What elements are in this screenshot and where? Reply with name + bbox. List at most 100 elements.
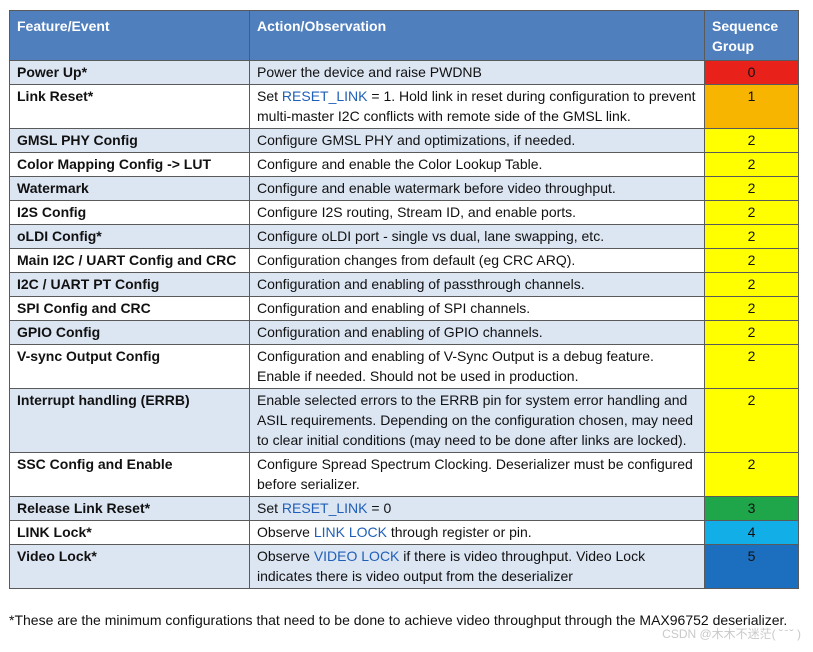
table-row: Color Mapping Config -> LUT Configure and… [9,152,799,177]
action-text: Configure and enable watermark before vi… [257,180,616,196]
action-cell: Observe LINK LOCK through register or pi… [249,520,705,545]
action-cell: Configuration and enabling of GPIO chann… [249,320,705,345]
feature-cell: Link Reset* [9,84,250,129]
sequence-group-cell: 2 [704,152,799,177]
action-cell: Configure oLDI port - single vs dual, la… [249,224,705,249]
feature-cell: oLDI Config* [9,224,250,249]
table-row: oLDI Config* Configure oLDI port - single… [9,224,799,249]
feature-cell: I2S Config [9,200,250,225]
table-row: Power Up* Power the device and raise PWDN… [9,60,799,85]
action-text: Configure and enable the Color Lookup Ta… [257,156,543,172]
action-cell: Configure Spread Spectrum Clocking. Dese… [249,452,705,497]
header-action: Action/Observation [249,10,705,61]
action-text: Configure GMSL PHY and optimizations, if… [257,132,576,148]
table-row: Watermark Configure and enable watermark … [9,176,799,201]
feature-cell: LINK Lock* [9,520,250,545]
register-name: RESET_LINK [281,500,368,516]
action-text: Configuration and enabling of V-Sync Out… [257,348,654,384]
action-cell: Configure and enable the Color Lookup Ta… [249,152,705,177]
action-cell: Configuration changes from default (eg C… [249,248,705,273]
feature-cell: SPI Config and CRC [9,296,250,321]
sequence-group-cell: 2 [704,176,799,201]
action-cell: Observe VIDEO LOCK if there is video thr… [249,544,705,589]
action-text: Configuration and enabling of GPIO chann… [257,324,543,340]
table-row: GPIO Config Configuration and enabling of… [9,320,799,345]
sequence-group-cell: 2 [704,452,799,497]
header-row: Feature/Event Action/Observation Sequenc… [9,10,799,61]
table-row: SSC Config and Enable Configure Spread Sp… [9,452,799,497]
action-cell: Set RESET_LINK = 1. Hold link in reset d… [249,84,705,129]
sequence-group-cell: 2 [704,320,799,345]
register-name: VIDEO LOCK [313,548,400,564]
footnote: *These are the minimum configurations th… [9,612,788,628]
sequence-group-cell: 2 [704,128,799,153]
action-text: Power the device and raise PWDNB [257,64,482,80]
sequence-group-cell: 1 [704,84,799,129]
table-row: LINK Lock* Observe LINK LOCK through regi… [9,520,799,545]
feature-cell: V-sync Output Config [9,344,250,389]
register-name: RESET_LINK [281,88,368,104]
feature-cell: Watermark [9,176,250,201]
table-row: Interrupt handling (ERRB) Enable selected… [9,388,799,453]
sequence-table: Feature/Event Action/Observation Sequenc… [9,10,799,589]
register-name: LINK LOCK [313,524,387,540]
action-cell: Power the device and raise PWDNB [249,60,705,85]
action-text: Configuration and enabling of SPI channe… [257,300,531,316]
table-row: SPI Config and CRC Configuration and enab… [9,296,799,321]
action-text: Set [257,500,282,516]
feature-cell: Video Lock* [9,544,250,589]
action-text-continued: if there is video throughput. Video Lock… [257,548,646,584]
action-cell: Configuration and enabling of passthroug… [249,272,705,297]
action-cell: Set RESET_LINK = 0 [249,496,705,521]
action-text: Set [257,88,282,104]
watermark: CSDN @木木不迷茫( ˘ ̄ ˘ ) [662,627,801,641]
feature-cell: Release Link Reset* [9,496,250,521]
sequence-group-cell: 2 [704,344,799,389]
sequence-group-cell: 2 [704,248,799,273]
action-text: Configure Spread Spectrum Clocking. Dese… [257,456,693,492]
sequence-group-cell: 2 [704,388,799,453]
table-row: V-sync Output Config Configuration and en… [9,344,799,389]
action-text: Configuration and enabling of passthroug… [257,276,585,292]
table-row: Video Lock* Observe VIDEO LOCK if there i… [9,544,799,589]
action-text: Observe [257,548,314,564]
sequence-group-cell: 2 [704,200,799,225]
feature-cell: GMSL PHY Config [9,128,250,153]
action-text: Configure I2S routing, Stream ID, and en… [257,204,577,220]
sequence-group-cell: 3 [704,496,799,521]
feature-cell: SSC Config and Enable [9,452,250,497]
feature-cell: Power Up* [9,60,250,85]
action-text-continued: = 1. Hold link in reset during configura… [257,88,696,124]
table-row: Link Reset* Set RESET_LINK = 1. Hold link… [9,84,799,129]
feature-cell: Main I2C / UART Config and CRC [9,248,250,273]
sequence-group-cell: 2 [704,272,799,297]
table-row: Main I2C / UART Config and CRC Configurat… [9,248,799,273]
header-group: Sequence Group [704,10,799,61]
table-body: Power Up* Power the device and raise PWDN… [9,60,799,589]
action-text: Observe [257,524,314,540]
action-text: Enable selected errors to the ERRB pin f… [257,392,694,448]
action-cell: Configure and enable watermark before vi… [249,176,705,201]
header-feature: Feature/Event [9,10,250,61]
action-text-continued: = 0 [367,500,392,516]
action-cell: Configure I2S routing, Stream ID, and en… [249,200,705,225]
action-text: Configuration changes from default (eg C… [257,252,576,268]
action-cell: Enable selected errors to the ERRB pin f… [249,388,705,453]
feature-cell: Interrupt handling (ERRB) [9,388,250,453]
table-row: GMSL PHY Config Configure GMSL PHY and op… [9,128,799,153]
table-row: I2C / UART PT Config Configuration and en… [9,272,799,297]
sequence-group-cell: 5 [704,544,799,589]
feature-cell: I2C / UART PT Config [9,272,250,297]
feature-cell: Color Mapping Config -> LUT [9,152,250,177]
sequence-group-cell: 4 [704,520,799,545]
action-cell: Configuration and enabling of SPI channe… [249,296,705,321]
action-cell: Configuration and enabling of V-Sync Out… [249,344,705,389]
action-text-continued: through register or pin. [386,524,532,540]
sequence-group-cell: 2 [704,296,799,321]
action-text: Configure oLDI port - single vs dual, la… [257,228,605,244]
feature-cell: GPIO Config [9,320,250,345]
sequence-group-cell: 0 [704,60,799,85]
action-cell: Configure GMSL PHY and optimizations, if… [249,128,705,153]
sequence-group-cell: 2 [704,224,799,249]
